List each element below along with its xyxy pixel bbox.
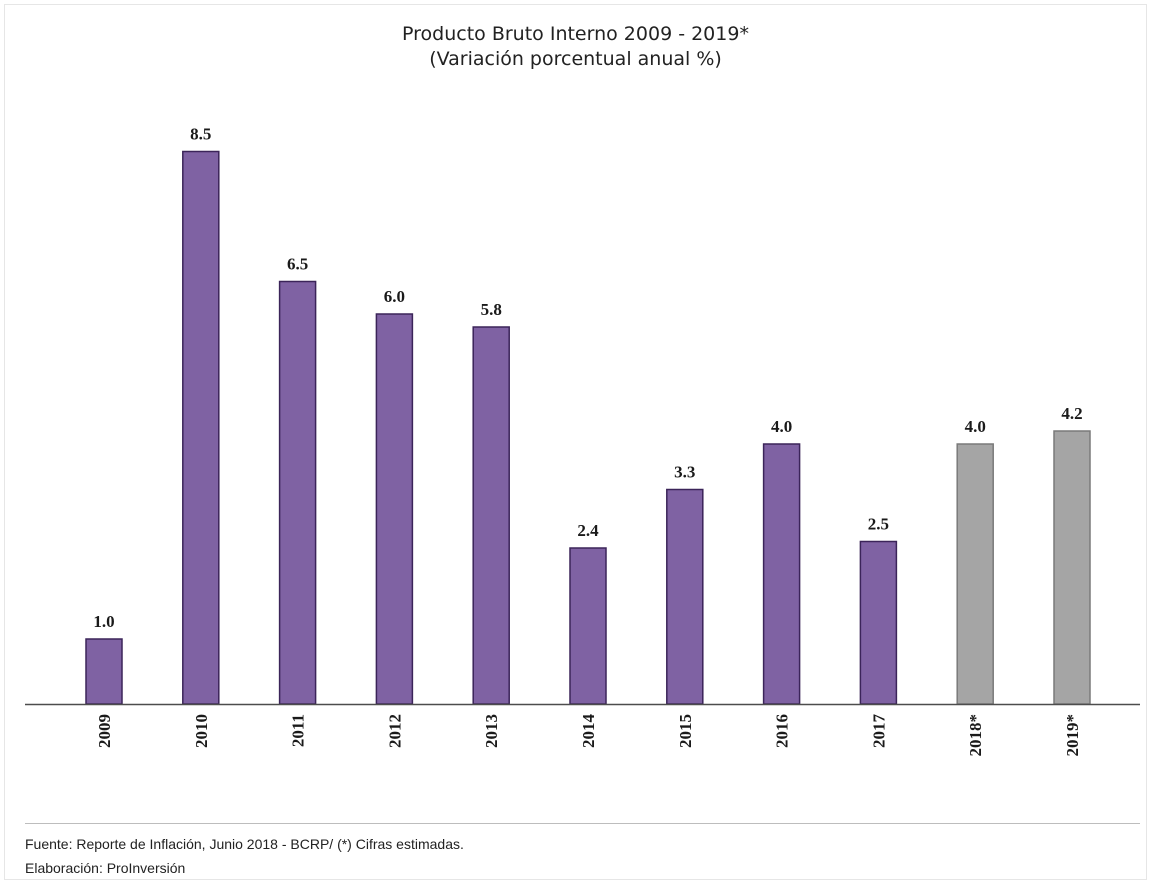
value-label-2013: 5.8 [481, 300, 502, 319]
x-tick-label-2011: 2011 [289, 714, 308, 747]
bar-2013 [472, 326, 510, 705]
x-tick-label-2012: 2012 [385, 714, 404, 748]
value-label-2017: 2.5 [868, 515, 889, 534]
bar-2018-est [956, 443, 994, 705]
value-label-2019-est: 4.2 [1061, 404, 1082, 423]
bar-2019-est [1053, 430, 1091, 705]
value-label-2009: 1.0 [93, 612, 114, 631]
value-label-2018-est: 4.0 [965, 417, 986, 436]
bar-2011 [278, 280, 317, 705]
value-label-2016: 4.0 [771, 417, 792, 436]
x-tick-label-2017: 2017 [869, 714, 888, 749]
tick-labels-group: 2009 2010 2011 2012 2013 2014 2015 2016 2017 2018… [95, 714, 1082, 757]
bar-2017 [859, 540, 898, 705]
value-label-2012: 6.0 [384, 287, 405, 306]
x-tick-label-2018-est: 2018* [966, 714, 985, 757]
x-tick-label-2013: 2013 [482, 714, 501, 748]
value-label-2014: 2.4 [577, 521, 599, 540]
x-tick-label-2010: 2010 [192, 714, 211, 748]
chart-subtitle: (Variación porcentual anual %) [429, 48, 722, 70]
x-tick-label-2014: 2014 [579, 714, 598, 749]
chart-title-block: Producto Bruto Interno 2009 - 2019* (Var… [0, 22, 1151, 72]
x-tick-label-2019-est: 2019* [1063, 714, 1082, 757]
bar-2015 [666, 488, 704, 705]
footer-divider [25, 823, 1140, 824]
x-tick-label-2016: 2016 [773, 714, 792, 748]
source-note: Fuente: Reporte de Inflación, Junio 2018… [25, 836, 464, 852]
bars-group [85, 150, 1091, 705]
bar-2009 [85, 638, 123, 705]
bar-2012 [375, 313, 414, 705]
x-tick-label-2009: 2009 [95, 714, 114, 748]
value-label-2011: 6.5 [287, 255, 308, 274]
value-labels-group: 1.0 8.5 6.5 6.0 5.8 2.4 3.3 4.0 2.5 4.0 4.2 [93, 125, 1082, 632]
bar-2016 [762, 443, 801, 705]
x-tick-label-2015: 2015 [676, 714, 695, 748]
chart-title: Producto Bruto Interno 2009 - 2019* [402, 23, 749, 45]
chart-frame [4, 4, 1147, 880]
value-label-2015: 3.3 [674, 463, 695, 482]
elaboration-note: Elaboración: ProInversión [25, 860, 186, 876]
bar-2010 [182, 150, 220, 705]
bar-2014 [569, 547, 607, 705]
value-label-2010: 8.5 [190, 125, 211, 144]
